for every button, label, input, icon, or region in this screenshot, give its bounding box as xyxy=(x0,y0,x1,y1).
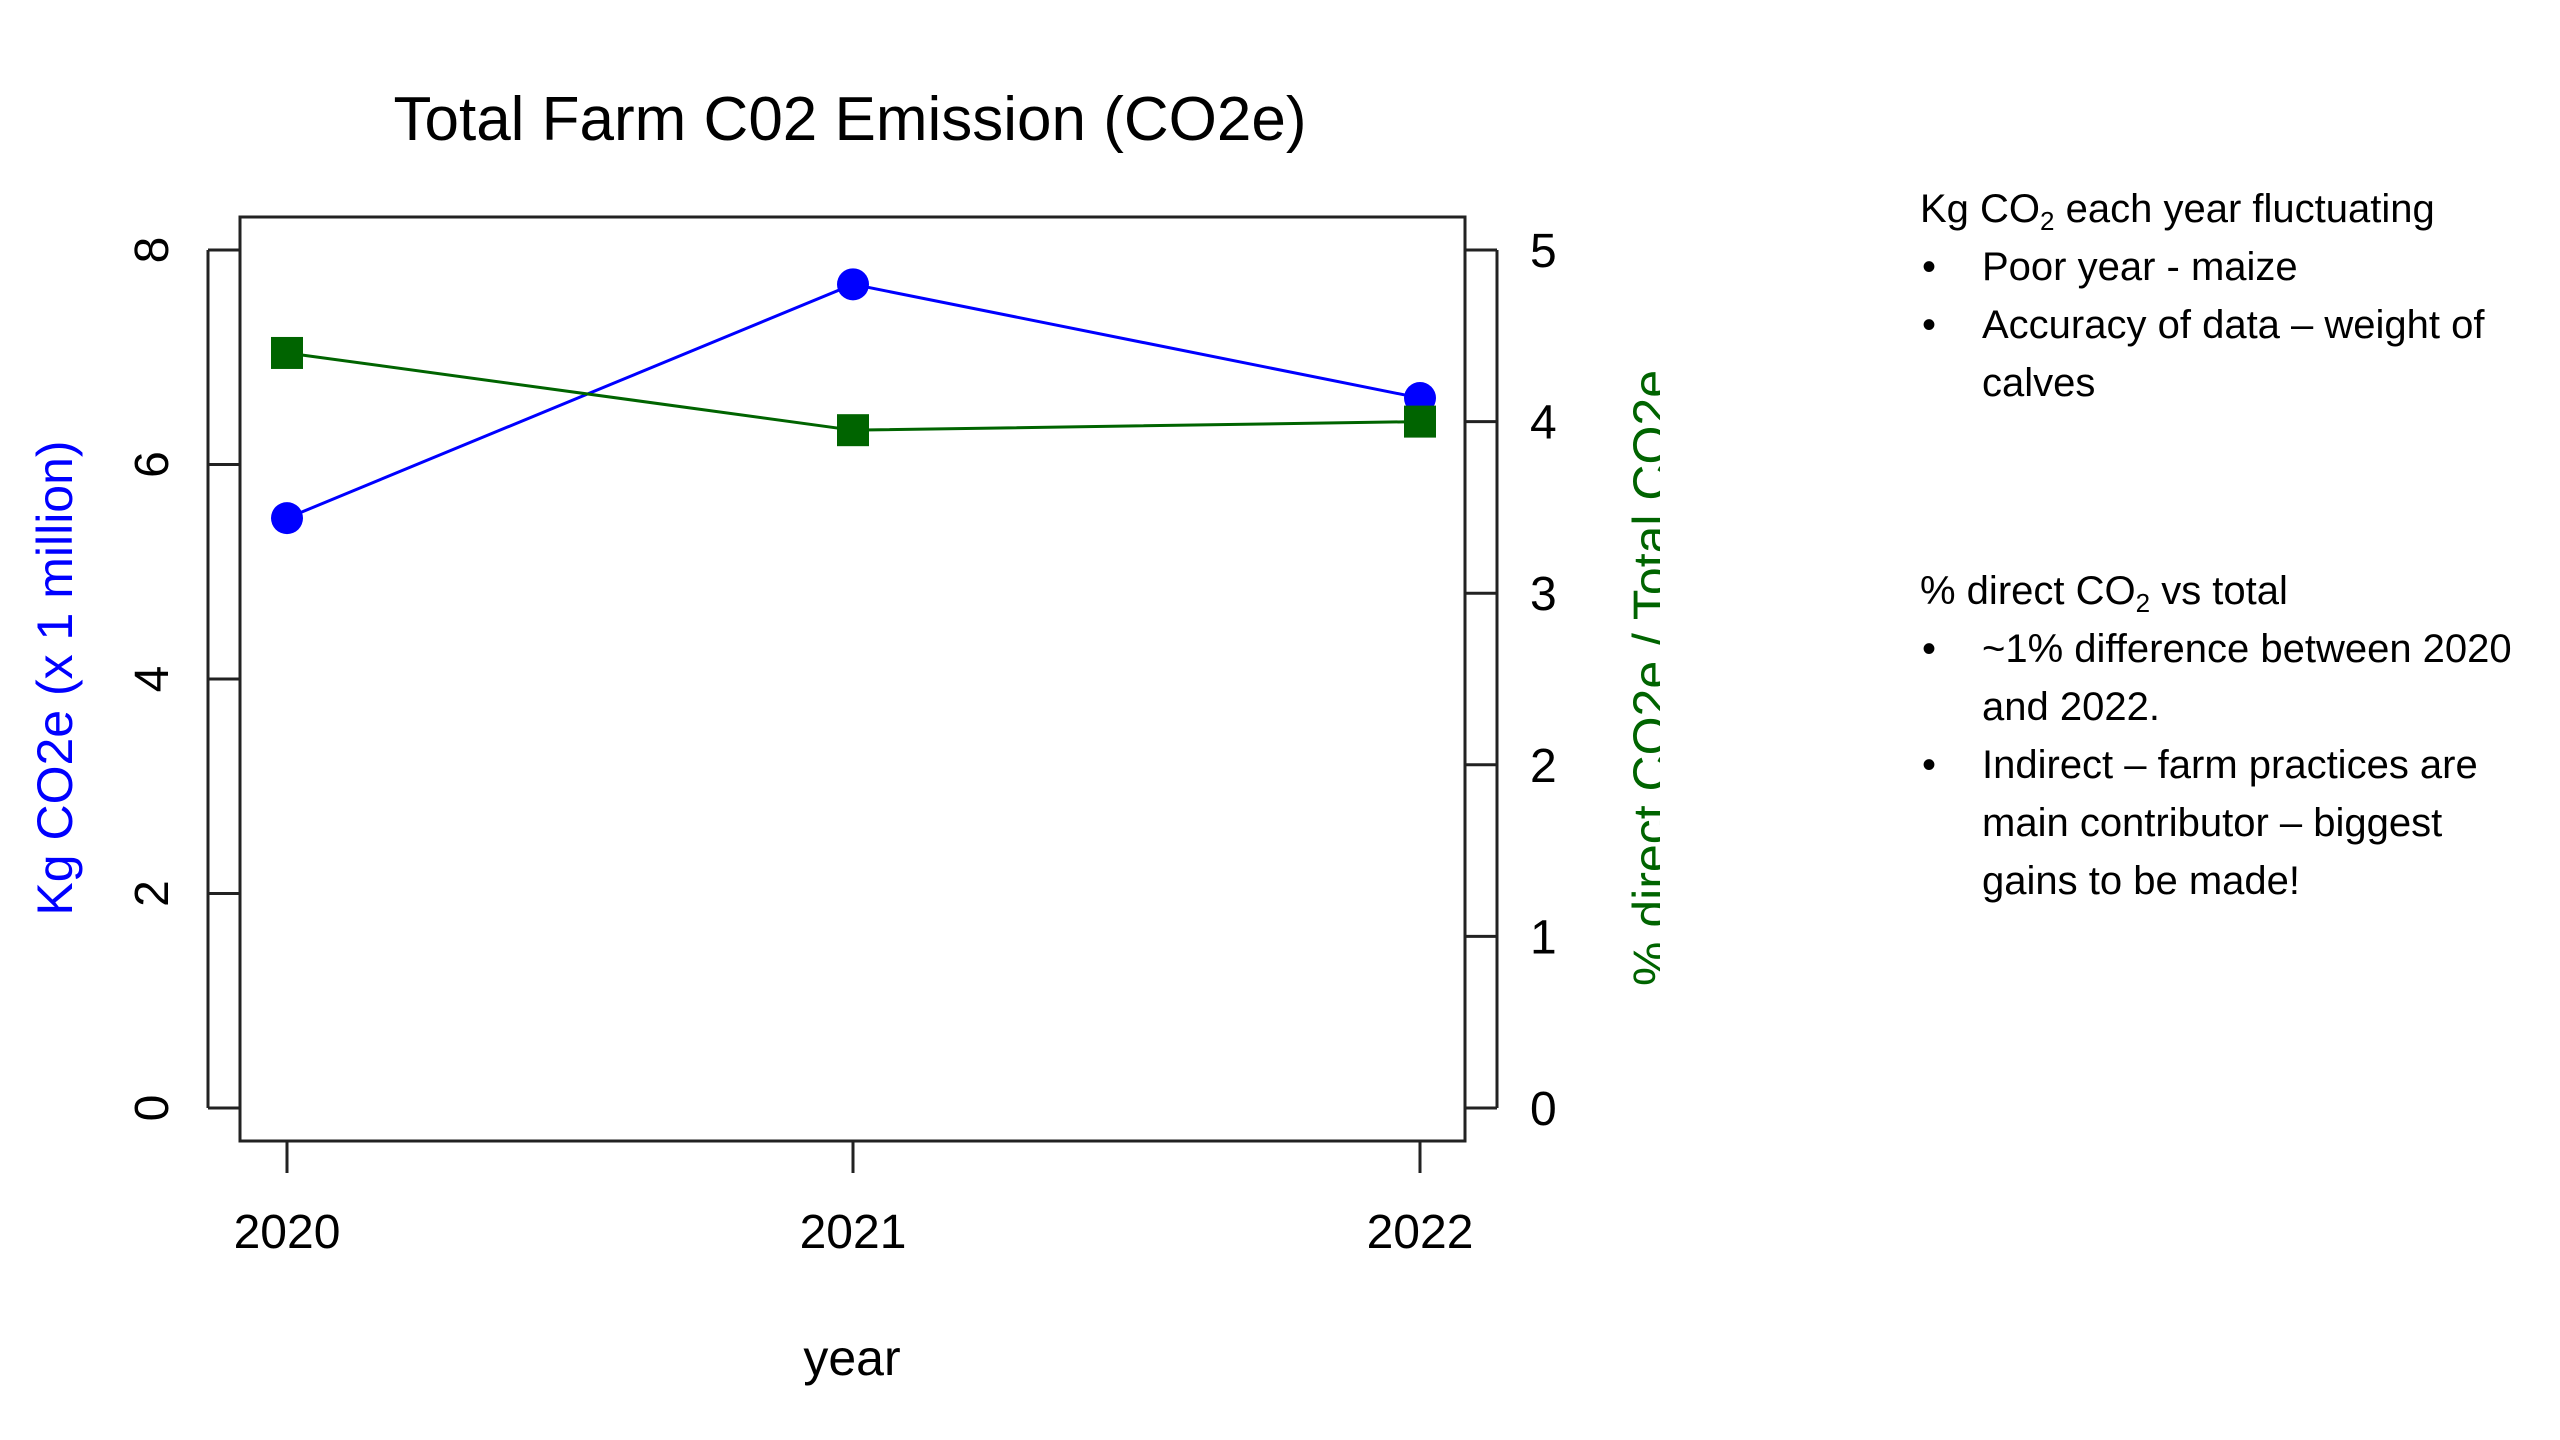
bullet-item: Accuracy of data – weight of calves xyxy=(1920,296,2520,412)
note-heading-text: each year fluctuating xyxy=(2054,187,2435,231)
note-block-direct-ratio: % direct CO2 vs total ~1% difference bet… xyxy=(1920,562,2520,910)
note-heading: % direct CO2 vs total xyxy=(1920,562,2520,620)
x-tick-label: 2022 xyxy=(1367,1206,1474,1259)
left-tick-label: 2 xyxy=(126,880,179,907)
notes-panel: Kg CO2 each year fluctuating Poor year -… xyxy=(1920,180,2520,1060)
note-heading-text: Kg CO xyxy=(1920,187,2041,231)
left-y-axis: 0 2 4 6 8 xyxy=(126,237,240,1122)
x-axis-label: year xyxy=(803,1330,900,1386)
subscript: 2 xyxy=(2040,205,2055,236)
right-tick-label: 4 xyxy=(1530,397,1557,450)
left-tick-label: 8 xyxy=(126,237,179,264)
series-kg-co2e-line xyxy=(286,282,1421,520)
right-y-axis-label: % direct CO2e / Total CO2e xyxy=(1623,370,1660,986)
bullet-item: ~1% difference between 2020 and 2022. xyxy=(1920,620,2520,736)
note-heading-text: % direct CO xyxy=(1920,569,2136,613)
right-tick-label: 3 xyxy=(1530,568,1557,621)
left-tick-label: 6 xyxy=(126,451,179,478)
bullet-item: Poor year - maize xyxy=(1920,238,2520,296)
subscript: 2 xyxy=(2135,587,2151,618)
plot-frame xyxy=(238,215,1467,1143)
data-point-square xyxy=(1404,405,1436,438)
bullet-list: ~1% difference between 2020 and 2022. In… xyxy=(1920,620,2520,910)
chart-title: Total Farm C02 Emission (CO2e) xyxy=(393,85,1306,154)
right-tick-label: 2 xyxy=(1530,740,1557,793)
right-tick-label: 5 xyxy=(1530,225,1557,278)
data-point-square xyxy=(837,414,869,447)
left-tick-label: 4 xyxy=(126,666,179,693)
right-tick-label: 0 xyxy=(1530,1083,1557,1136)
left-y-axis-label: Kg CO2e (x 1 million) xyxy=(27,440,83,915)
emission-chart: Total Farm C02 Emission (CO2e) 0 2 4 6 8 0 1 2… xyxy=(27,85,1660,1386)
note-heading: Kg CO2 each year fluctuating xyxy=(1920,180,2520,238)
note-block-emissions: Kg CO2 each year fluctuating Poor year -… xyxy=(1920,180,2520,412)
x-tick-label: 2020 xyxy=(234,1206,341,1259)
right-tick-label: 1 xyxy=(1530,911,1557,964)
x-tick-label: 2021 xyxy=(800,1206,907,1259)
note-heading-text: vs total xyxy=(2150,569,2288,613)
data-point-circle xyxy=(837,268,869,301)
bullet-item: Indirect – farm practices are main contr… xyxy=(1920,736,2520,910)
right-y-axis: 0 1 2 3 4 5 xyxy=(1465,225,1557,1136)
data-point-square xyxy=(271,336,303,369)
series-layer xyxy=(271,268,1436,535)
left-tick-label: 0 xyxy=(126,1095,179,1122)
data-point-circle xyxy=(271,502,303,535)
bullet-list: Poor year - maize Accuracy of data – wei… xyxy=(1920,238,2520,412)
x-axis: 2020 2021 2022 xyxy=(234,1141,1474,1259)
